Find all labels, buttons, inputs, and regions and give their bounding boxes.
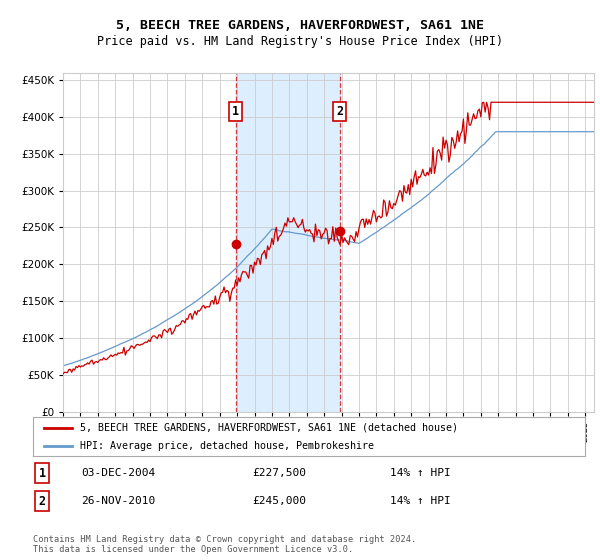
- Text: 14% ↑ HPI: 14% ↑ HPI: [390, 468, 451, 478]
- Text: 26-NOV-2010: 26-NOV-2010: [81, 496, 155, 506]
- Text: 14% ↑ HPI: 14% ↑ HPI: [390, 496, 451, 506]
- Text: 2: 2: [38, 494, 46, 508]
- Text: Contains HM Land Registry data © Crown copyright and database right 2024.
This d: Contains HM Land Registry data © Crown c…: [33, 535, 416, 554]
- Text: 2: 2: [336, 105, 343, 118]
- Text: 5, BEECH TREE GARDENS, HAVERFORDWEST, SA61 1NE: 5, BEECH TREE GARDENS, HAVERFORDWEST, SA…: [116, 18, 484, 32]
- Text: 1: 1: [38, 466, 46, 480]
- Text: £245,000: £245,000: [252, 496, 306, 506]
- Text: HPI: Average price, detached house, Pembrokeshire: HPI: Average price, detached house, Pemb…: [80, 441, 374, 451]
- Text: Price paid vs. HM Land Registry's House Price Index (HPI): Price paid vs. HM Land Registry's House …: [97, 35, 503, 49]
- Text: £227,500: £227,500: [252, 468, 306, 478]
- Text: 5, BEECH TREE GARDENS, HAVERFORDWEST, SA61 1NE (detached house): 5, BEECH TREE GARDENS, HAVERFORDWEST, SA…: [80, 423, 458, 433]
- Text: 03-DEC-2004: 03-DEC-2004: [81, 468, 155, 478]
- Text: 1: 1: [232, 105, 239, 118]
- Bar: [236, 73, 340, 412]
